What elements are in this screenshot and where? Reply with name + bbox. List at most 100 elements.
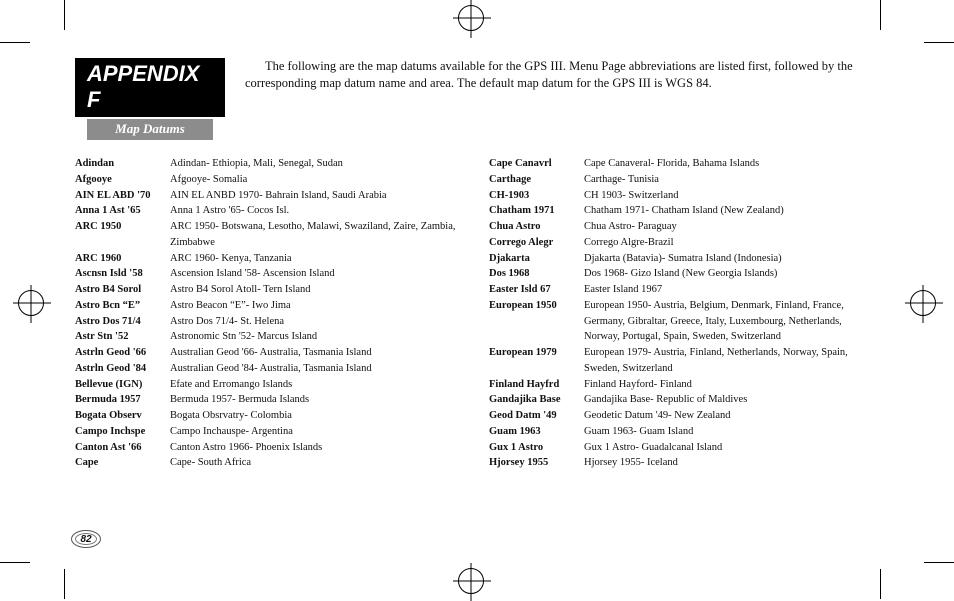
datum-abbr: Canton Ast '66 [75,440,170,456]
datum-row: Gux 1 AstroGux 1 Astro- Guadalcanal Isla… [489,440,875,456]
datum-row: Finland HayfrdFinland Hayford- Finland [489,377,875,393]
datum-abbr: Easter Isld 67 [489,282,584,298]
datum-desc: Canton Astro 1966- Phoenix Islands [170,440,461,456]
datum-abbr: Campo Inchspe [75,424,170,440]
datum-desc: Chatham 1971- Chatham Island (New Zealan… [584,203,875,219]
datum-desc: European 1979- Austria, Finland, Netherl… [584,345,875,377]
datum-row: Cape CanavrlCape Canaveral- Florida, Bah… [489,156,875,172]
datum-desc: Australian Geod '66- Australia, Tasmania… [170,345,461,361]
datum-columns: AdindanAdindan- Ethiopia, Mali, Senegal,… [75,156,875,471]
datum-desc: Bogata Obsrvatry- Colombia [170,408,461,424]
datum-row: Astrln Geod '84Australian Geod '84- Aust… [75,361,461,377]
datum-row: Dos 1968Dos 1968- Gizo Island (New Georg… [489,266,875,282]
crop-mark [880,569,881,599]
registration-mark [458,568,484,594]
datum-desc: Campo Inchauspe- Argentina [170,424,461,440]
datum-row: Geod Datm '49Geodetic Datum '49- New Zea… [489,408,875,424]
datum-abbr: Astro Bcn “E” [75,298,170,314]
datum-abbr: Finland Hayfrd [489,377,584,393]
page-content: APPENDIX F Map Datums The following are … [75,58,875,548]
datum-row: European 1979European 1979- Austria, Fin… [489,345,875,377]
datum-abbr: AIN EL ABD '70 [75,188,170,204]
datum-row: Astrln Geod '66Australian Geod '66- Aust… [75,345,461,361]
datum-desc: Hjorsey 1955- Iceland [584,455,875,471]
datum-desc: Corrego Algre-Brazil [584,235,875,251]
datum-abbr: CH-1903 [489,188,584,204]
datum-desc: Gux 1 Astro- Guadalcanal Island [584,440,875,456]
datum-desc: Finland Hayford- Finland [584,377,875,393]
datum-desc: Cape Canaveral- Florida, Bahama Islands [584,156,875,172]
datum-abbr: Astrln Geod '66 [75,345,170,361]
datum-desc: Astro Dos 71/4- St. Helena [170,314,461,330]
datum-abbr: Afgooye [75,172,170,188]
datum-abbr: Adindan [75,156,170,172]
datum-abbr: Bellevue (IGN) [75,377,170,393]
datum-abbr: Chua Astro [489,219,584,235]
datum-row: Chatham 1971Chatham 1971- Chatham Island… [489,203,875,219]
crop-mark [0,562,30,563]
registration-mark [18,290,44,316]
datum-row: Bermuda 1957Bermuda 1957- Bermuda Island… [75,392,461,408]
registration-mark [910,290,936,316]
datum-desc: Cape- South Africa [170,455,461,471]
datum-abbr: Astrln Geod '84 [75,361,170,377]
datum-desc: European 1950- Austria, Belgium, Denmark… [584,298,875,345]
datum-desc: ARC 1950- Botswana, Lesotho, Malawi, Swa… [170,219,461,251]
page-number-badge: 82 [71,528,101,550]
crop-mark [64,0,65,30]
datum-abbr: Hjorsey 1955 [489,455,584,471]
datum-desc: Guam 1963- Guam Island [584,424,875,440]
datum-abbr: Astr Stn '52 [75,329,170,345]
datum-row: Bellevue (IGN)Efate and Erromango Island… [75,377,461,393]
datum-desc: Bermuda 1957- Bermuda Islands [170,392,461,408]
datum-desc: Astro Beacon “E”- Iwo Jima [170,298,461,314]
datum-abbr: European 1979 [489,345,584,361]
datum-desc: Australian Geod '84- Australia, Tasmania… [170,361,461,377]
datum-abbr: Bermuda 1957 [75,392,170,408]
datum-abbr: Bogata Observ [75,408,170,424]
datum-desc: Astro B4 Sorol Atoll- Tern Island [170,282,461,298]
datum-abbr: Carthage [489,172,584,188]
datum-desc: Gandajika Base- Republic of Maldives [584,392,875,408]
datum-desc: Efate and Erromango Islands [170,377,461,393]
datum-desc: Ascension Island '58- Ascension Island [170,266,461,282]
datum-abbr: Dos 1968 [489,266,584,282]
crop-mark [64,569,65,599]
datum-desc: Easter Island 1967 [584,282,875,298]
datum-row: European 1950European 1950- Austria, Bel… [489,298,875,345]
header: APPENDIX F Map Datums The following are … [75,58,875,140]
intro-paragraph: The following are the map datums availab… [225,58,875,92]
datum-abbr: Djakarta [489,251,584,267]
datum-row: Guam 1963Guam 1963- Guam Island [489,424,875,440]
datum-desc: Carthage- Tunisia [584,172,875,188]
datum-desc: AIN EL ANBD 1970- Bahrain Island, Saudi … [170,188,461,204]
datum-abbr: Astro Dos 71/4 [75,314,170,330]
datum-row: CH-1903CH 1903- Switzerland [489,188,875,204]
datum-row: ARC 1960ARC 1960- Kenya, Tanzania [75,251,461,267]
datum-row: Ascnsn Isld '58Ascension Island '58- Asc… [75,266,461,282]
right-column: Cape CanavrlCape Canaveral- Florida, Bah… [489,156,875,471]
datum-row: Canton Ast '66Canton Astro 1966- Phoenix… [75,440,461,456]
datum-row: Corrego AlegrCorrego Algre-Brazil [489,235,875,251]
datum-desc: Geodetic Datum '49- New Zealand [584,408,875,424]
datum-row: AfgooyeAfgooye- Somalia [75,172,461,188]
datum-row: AIN EL ABD '70AIN EL ANBD 1970- Bahrain … [75,188,461,204]
crop-mark [0,42,30,43]
datum-desc: Dos 1968- Gizo Island (New Georgia Islan… [584,266,875,282]
appendix-badge: APPENDIX F [75,58,225,117]
crop-mark [880,0,881,30]
datum-row: Astro B4 SorolAstro B4 Sorol Atoll- Tern… [75,282,461,298]
datum-row: DjakartaDjakarta (Batavia)- Sumatra Isla… [489,251,875,267]
datum-desc: Afgooye- Somalia [170,172,461,188]
datum-row: CapeCape- South Africa [75,455,461,471]
datum-row: Hjorsey 1955Hjorsey 1955- Iceland [489,455,875,471]
datum-desc: Chua Astro- Paraguay [584,219,875,235]
datum-abbr: Cape [75,455,170,471]
datum-abbr: Anna 1 Ast '65 [75,203,170,219]
crop-mark [924,42,954,43]
crop-mark [924,562,954,563]
page-number: 82 [80,534,91,545]
datum-abbr: Chatham 1971 [489,203,584,219]
datum-abbr: Gux 1 Astro [489,440,584,456]
datum-desc: Adindan- Ethiopia, Mali, Senegal, Sudan [170,156,461,172]
